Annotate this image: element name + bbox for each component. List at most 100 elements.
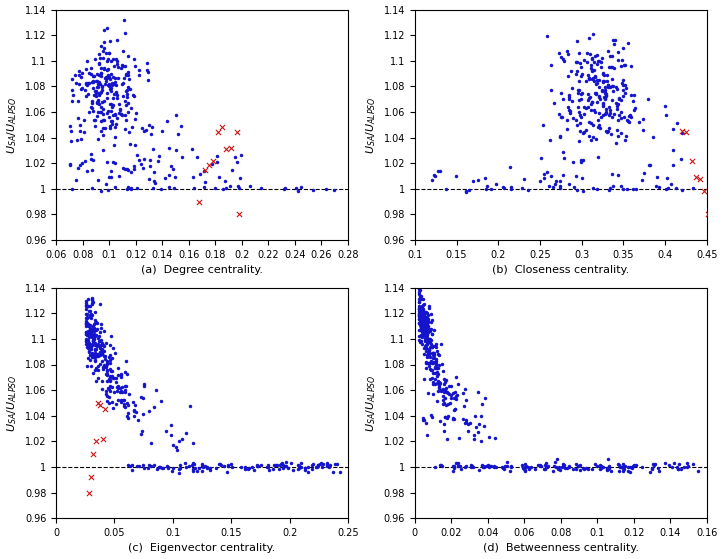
- Point: [420, 326, 432, 335]
- Point: [414, 326, 426, 335]
- Point: [197, 463, 208, 472]
- Point: [100, 76, 111, 85]
- Point: [104, 37, 116, 46]
- Point: [570, 172, 581, 181]
- Point: [85, 351, 96, 360]
- Point: [437, 385, 449, 394]
- Point: [140, 126, 152, 135]
- Point: [629, 104, 641, 113]
- Point: [427, 380, 439, 389]
- Point: [476, 399, 488, 408]
- Point: [534, 461, 546, 470]
- Point: [236, 462, 247, 471]
- Point: [96, 384, 108, 393]
- Point: [104, 84, 116, 93]
- Point: [637, 126, 649, 135]
- Point: [630, 184, 642, 193]
- Point: [455, 465, 467, 473]
- Point: [450, 373, 461, 382]
- Point: [602, 83, 614, 92]
- Point: [72, 164, 83, 173]
- Point: [424, 353, 436, 362]
- Point: [82, 320, 94, 329]
- Point: [482, 461, 494, 470]
- Point: [95, 324, 106, 333]
- Point: [604, 183, 616, 192]
- Point: [429, 350, 440, 359]
- Point: [90, 377, 101, 386]
- Point: [83, 321, 95, 330]
- Point: [422, 337, 433, 346]
- Point: [82, 80, 93, 89]
- Point: [97, 338, 108, 347]
- Point: [557, 94, 568, 103]
- Point: [103, 398, 115, 407]
- Point: [127, 398, 139, 407]
- Point: [174, 464, 185, 473]
- Point: [155, 184, 167, 193]
- Point: [441, 413, 453, 422]
- Point: [124, 84, 136, 93]
- Point: [591, 75, 602, 84]
- Point: [96, 81, 108, 90]
- Point: [106, 382, 118, 391]
- Point: [681, 462, 693, 471]
- Point: [124, 462, 135, 471]
- Point: [438, 380, 450, 389]
- Point: [414, 295, 425, 304]
- Point: [429, 380, 441, 389]
- Point: [82, 89, 93, 98]
- Point: [102, 54, 114, 63]
- Point: [415, 308, 427, 317]
- Point: [534, 177, 545, 186]
- Point: [135, 393, 147, 402]
- X-axis label: (c)  Eigenvector centrality.: (c) Eigenvector centrality.: [129, 543, 275, 553]
- Point: [90, 87, 102, 96]
- Point: [121, 411, 133, 420]
- Point: [649, 460, 661, 469]
- Point: [544, 172, 556, 181]
- Point: [560, 463, 571, 472]
- Point: [129, 141, 141, 150]
- Point: [128, 405, 140, 414]
- Point: [589, 89, 600, 98]
- Point: [95, 69, 107, 78]
- Point: [131, 408, 142, 416]
- Point: [105, 117, 116, 126]
- Point: [646, 463, 657, 472]
- Point: [434, 380, 445, 389]
- Point: [622, 116, 633, 125]
- Point: [618, 465, 630, 474]
- Point: [103, 49, 115, 58]
- Point: [676, 186, 688, 195]
- Point: [105, 331, 116, 340]
- Point: [586, 119, 597, 127]
- Point: [80, 79, 92, 88]
- Point: [585, 106, 596, 115]
- Point: [73, 67, 85, 76]
- Point: [96, 349, 108, 358]
- Point: [105, 84, 116, 93]
- Point: [416, 314, 427, 323]
- Point: [599, 83, 611, 92]
- Point: [620, 80, 631, 89]
- Point: [83, 329, 95, 338]
- Point: [123, 389, 134, 398]
- Point: [111, 387, 123, 396]
- Point: [242, 465, 254, 473]
- Point: [82, 319, 93, 328]
- Point: [263, 466, 275, 475]
- Point: [201, 463, 213, 472]
- Point: [86, 340, 98, 349]
- Point: [119, 16, 130, 25]
- Point: [439, 386, 450, 395]
- Point: [448, 394, 460, 402]
- Point: [127, 461, 138, 470]
- Point: [98, 341, 109, 350]
- Point: [628, 185, 639, 194]
- Point: [466, 461, 477, 470]
- Point: [226, 144, 237, 153]
- Point: [581, 58, 593, 67]
- Point: [211, 151, 223, 160]
- Point: [67, 185, 78, 194]
